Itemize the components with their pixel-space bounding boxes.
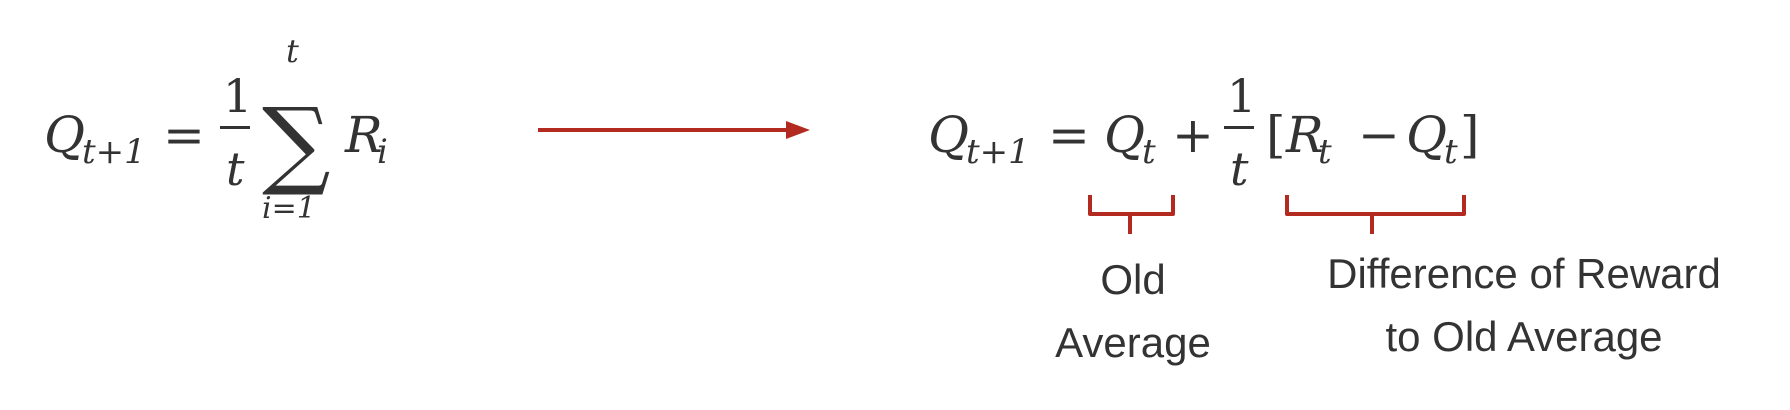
old-average-label: Old Average — [1055, 256, 1211, 366]
left-fraction-bar — [220, 126, 250, 129]
close-bracket: ] — [1460, 106, 1480, 164]
difference-brace-icon — [1285, 195, 1466, 234]
right-fraction-denominator: t — [1230, 142, 1249, 196]
sum-lower-limit: i=1 — [262, 191, 316, 226]
reward-symbol: R — [1285, 106, 1324, 164]
open-bracket: [ — [1266, 106, 1286, 164]
right-fraction-bar — [1224, 126, 1254, 129]
left-fraction-denominator: t — [226, 142, 245, 196]
old-average-label-line-1: Old — [1100, 256, 1165, 303]
transform-arrow — [538, 121, 810, 139]
right-equals-sign: = — [1048, 106, 1090, 164]
minus-sign: − — [1358, 106, 1400, 164]
sum-upper-limit: t — [286, 32, 299, 70]
plus-sign: + — [1172, 106, 1214, 164]
left-term-symbol: R — [344, 106, 383, 164]
left-equation: Q t+1 = 1 t t ∑ i=1 R i — [44, 32, 388, 226]
left-equals-sign: = — [163, 106, 205, 164]
difference-label-line-1: Difference of Reward — [1327, 250, 1721, 297]
q-symbol: Q — [1406, 106, 1447, 164]
arrow-head-icon — [786, 121, 810, 139]
old-average-subscript: t — [1142, 132, 1156, 172]
old-average-brace-icon — [1088, 195, 1175, 234]
right-lhs-symbol: Q — [928, 106, 969, 164]
sum-symbol: ∑ — [262, 87, 331, 199]
left-lhs-subscript: t+1 — [82, 132, 146, 172]
q-subscript: t — [1444, 132, 1458, 172]
old-average-symbol: Q — [1104, 106, 1145, 164]
right-equation: Q t+1 = Q t + 1 t [ R t − Q t ] — [928, 69, 1480, 196]
right-lhs-subscript: t+1 — [966, 132, 1030, 172]
old-average-label-line-2: Average — [1055, 319, 1211, 366]
difference-label: Difference of Reward to Old Average — [1327, 250, 1721, 360]
reward-subscript: t — [1318, 132, 1332, 172]
difference-label-line-2: to Old Average — [1385, 313, 1662, 360]
left-fraction-numerator: 1 — [223, 69, 252, 123]
left-term-subscript: i — [377, 132, 388, 172]
left-lhs-symbol: Q — [44, 106, 85, 164]
right-fraction-numerator: 1 — [1227, 69, 1256, 123]
